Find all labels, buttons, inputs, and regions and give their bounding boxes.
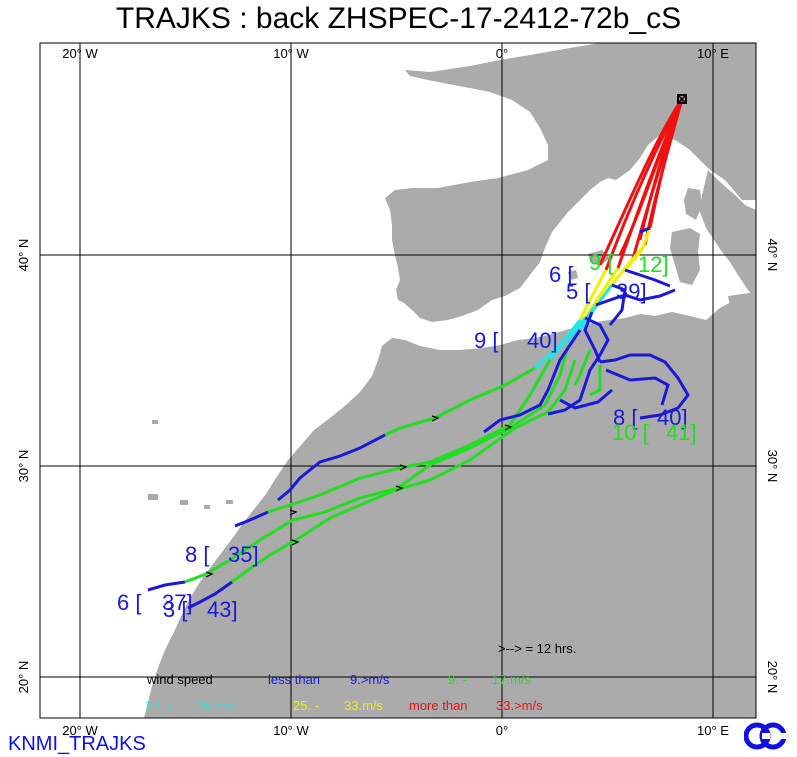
ibiza-land [568, 270, 578, 280]
legend-class-label: 9. - [448, 672, 467, 687]
ecmwf-logo-icon [744, 722, 786, 750]
trajectories-moderate-wind [184, 345, 602, 584]
trajectory-label: 9 [ [474, 328, 498, 353]
trajectory-label: 39] [616, 279, 647, 304]
trajectory-label: 6 [ [117, 590, 141, 615]
release-point-marker [677, 94, 687, 104]
trajectory-label: 43] [207, 597, 238, 622]
trajectory-label: 8 [ [185, 542, 209, 567]
europe-land [385, 43, 756, 322]
canary-island [148, 494, 158, 500]
map-title: TRAJKS : back ZHSPEC-17-2412-72b_cS [115, 2, 682, 35]
italy-land [700, 170, 756, 300]
trajectory-label: 6 [ [549, 262, 573, 287]
lon-label-bottom: 20° W [62, 723, 98, 738]
trajectory-label: 35] [228, 542, 259, 567]
legend-class-value: 17.m/s [492, 672, 532, 687]
legend-class-label: less than [268, 672, 320, 687]
trajectories-low-wind [147, 226, 690, 610]
lat-label-right: 40° N [765, 239, 780, 272]
canary-island [204, 505, 210, 509]
trajectory-label: 10 [ [612, 420, 649, 445]
lat-label-right: 30° N [765, 450, 780, 483]
trajectory-label: 12] [638, 252, 669, 277]
lon-label-bottom: 10° E [697, 723, 729, 738]
lat-label-left: 30° N [16, 450, 31, 483]
graticule [40, 43, 756, 718]
legend-class-value: 33.>m/s [496, 698, 543, 713]
madeira-island [152, 420, 158, 424]
lon-label-bottom: 10° W [273, 723, 309, 738]
lat-label-left: 40° N [16, 239, 31, 272]
canary-island [226, 500, 233, 504]
legend-class-value: 25.m/s [196, 698, 236, 713]
legend-class-value: 9.>m/s [350, 672, 390, 687]
wind-speed-legend: wind speed less than 9.>m/s 9. - 17.m/s … [145, 672, 543, 713]
legend-class-value: 33.m/s [344, 698, 384, 713]
trajectory-label: 40] [657, 405, 688, 430]
trajectory-label: 5 [ [566, 279, 590, 304]
arrow-interval-note: >--> = 12 hrs. [498, 641, 576, 656]
canary-island [180, 500, 188, 505]
lon-label-top: 20° W [62, 46, 98, 61]
trajectory-label: 9 [ [589, 250, 613, 275]
lon-label-top: 0° [496, 46, 508, 61]
lat-label-right: 20° N [765, 661, 780, 694]
trajectory-labels: 6 [ 9 [ 12] 5 [ 39] 9 [ 40] 8 [ 40] 10 [… [117, 250, 697, 622]
trajectory-label: 8 [ [613, 405, 637, 430]
legend-class-label: 25. - [293, 698, 319, 713]
africa-land [144, 300, 756, 718]
corsica-land [684, 188, 702, 220]
trajectory-label: 40] [527, 328, 558, 353]
lon-label-top: 10° W [273, 46, 309, 61]
trajectories-very-strong-wind [578, 227, 652, 321]
legend-heading: wind speed [146, 672, 213, 687]
trajectory-label: 37] [162, 590, 193, 615]
trajectory-label: 41] [666, 420, 697, 445]
map-frame [39, 42, 757, 719]
sardinia-land [670, 228, 700, 285]
trajectories-extreme-wind [598, 98, 684, 271]
lon-label-top: 10° E [697, 46, 729, 61]
lon-label-bottom: 0° [496, 723, 508, 738]
producer-credit: KNMI_TRAJKS [8, 733, 146, 755]
legend-class-label: more than [409, 698, 468, 713]
trajectory-label: 3 [ [163, 597, 187, 622]
legend-class-label: 17. - [145, 698, 171, 713]
lat-label-left: 20° N [16, 661, 31, 694]
time-arrows [205, 415, 513, 578]
